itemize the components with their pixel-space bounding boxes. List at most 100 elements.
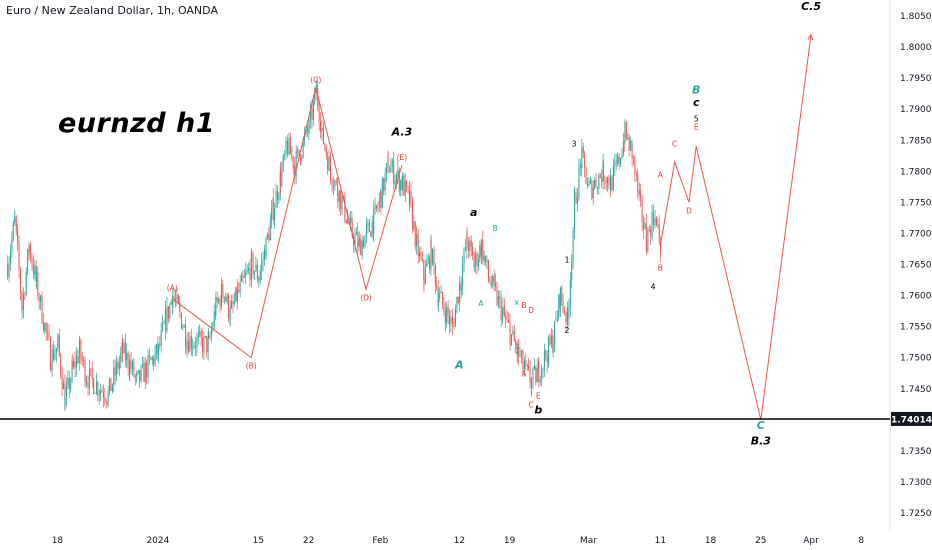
candle-body (338, 190, 340, 203)
candle-body (512, 330, 514, 335)
candle-body (642, 221, 644, 229)
candle-body (12, 222, 14, 238)
candle-body (185, 325, 187, 346)
candle-body (472, 246, 474, 255)
candle-body (232, 301, 234, 304)
candle-body (411, 201, 413, 229)
price-tick-label: 1.77500 (900, 198, 932, 208)
candle-body (281, 168, 283, 187)
candle-body (258, 280, 260, 282)
candle-body (78, 340, 80, 352)
candle-body (564, 310, 566, 314)
candle-body (104, 397, 106, 401)
candle-body (83, 359, 85, 361)
candle-body (292, 156, 294, 169)
candle-body (594, 179, 596, 188)
wave-label: A (478, 299, 484, 308)
price-tick-label: 1.80500 (900, 12, 932, 22)
candle-body (310, 108, 312, 120)
candle-body (167, 306, 169, 319)
candle-body (177, 294, 179, 303)
candle-body (565, 313, 567, 323)
candle-body (136, 373, 138, 375)
candle-body (569, 279, 571, 308)
candle-body (381, 178, 383, 209)
time-tick-label: 15 (253, 536, 264, 546)
candle-body (127, 352, 129, 369)
candle-body (166, 306, 168, 331)
candle-body (299, 155, 301, 161)
candle-body (469, 240, 471, 252)
candle-body (295, 151, 297, 178)
candle-body (202, 337, 204, 352)
candle-body (420, 252, 422, 260)
candle-body (400, 180, 402, 191)
candle-body (344, 195, 346, 220)
svg-text:1.74014: 1.74014 (891, 415, 932, 425)
candle-body (248, 268, 250, 270)
candle-body (607, 177, 609, 184)
candle-body (241, 275, 243, 282)
wave-count-line (171, 87, 403, 359)
candle-body (424, 267, 426, 284)
candle-body (7, 264, 9, 277)
candle-body (226, 295, 228, 302)
candle-body (147, 355, 149, 378)
candle-body (581, 146, 583, 168)
wave-label: B (658, 264, 663, 273)
candle-body (140, 366, 142, 382)
candle-body (574, 192, 576, 195)
candle-body (14, 216, 16, 218)
candle-body (209, 336, 211, 337)
wave-label: A.3 (391, 125, 413, 138)
candle-body (401, 175, 403, 190)
candle-body (395, 175, 397, 181)
candle-body (371, 221, 373, 237)
candle-body (207, 337, 209, 353)
candle-body (73, 360, 75, 368)
candle-body (476, 253, 478, 267)
candle-body (354, 234, 356, 245)
candle-body (252, 253, 254, 275)
candle-body (630, 140, 632, 151)
candle-body (81, 357, 83, 361)
candle-body (610, 176, 612, 191)
candle-body (255, 264, 257, 272)
candle-body (151, 357, 153, 360)
candle-body (34, 265, 36, 275)
candle-body (398, 169, 400, 191)
candle-body (624, 122, 626, 143)
candle-body (236, 290, 238, 301)
candle-body (41, 295, 43, 323)
candle-body (176, 294, 178, 301)
candle-body (328, 156, 330, 171)
candle-body (421, 259, 423, 261)
candle-body (110, 378, 112, 392)
candle-body (596, 187, 598, 189)
candle-body (122, 342, 124, 354)
candle-body (462, 265, 464, 286)
candle-body (308, 119, 310, 132)
candle-body (529, 368, 531, 384)
candle-body (638, 190, 640, 195)
candle-body (515, 341, 517, 346)
candle-body (306, 127, 308, 132)
wave-lines-layer (171, 33, 814, 420)
candle-body (192, 346, 194, 349)
wave-label: a (470, 206, 477, 219)
candle-body (406, 180, 408, 187)
time-tick-label: 25 (755, 536, 766, 546)
candle-body (288, 137, 290, 155)
price-tick-label: 1.79500 (900, 74, 932, 84)
candle-body (32, 264, 34, 275)
price-tick-label: 1.73500 (900, 447, 932, 457)
time-axis: 18 2024 15 22 Feb 12 19 Mar 11 18 25 Apr 8 (52, 536, 865, 546)
candle-body (17, 230, 19, 245)
wave-label: 4 (651, 282, 656, 291)
candle-body (426, 262, 428, 268)
candle-body (430, 240, 432, 264)
candle-body (516, 343, 518, 355)
symbol-header: Euro / New Zealand Dollar, 1h, OANDA (6, 4, 218, 17)
candle-body (229, 307, 231, 322)
